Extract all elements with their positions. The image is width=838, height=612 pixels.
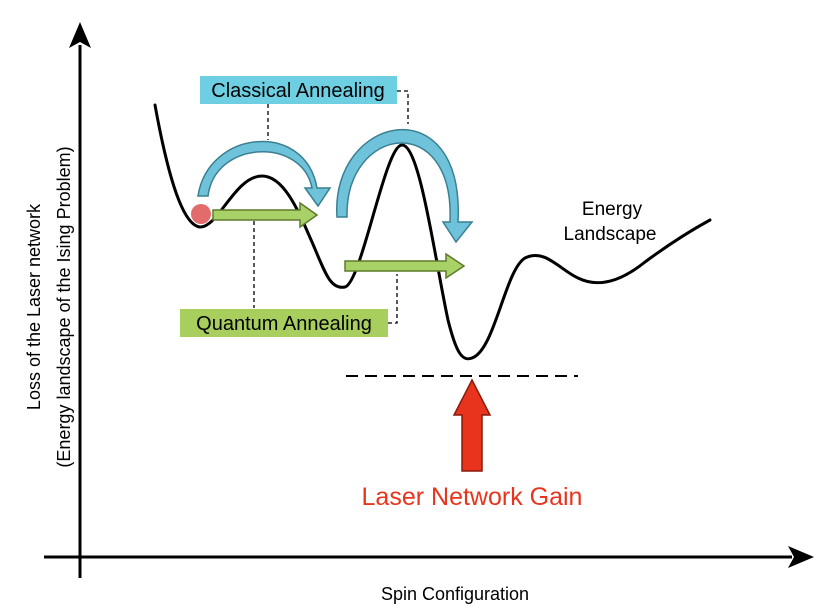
classical-arrow-2-body [336,129,474,244]
y-axis-label-line1: Loss of the Laser network [24,203,44,410]
energy-landscape-label-line2: Landscape [564,224,657,245]
classical-arrow-1-body [197,140,332,208]
spin-state-ball-icon [191,204,211,224]
quantum-arrow-1 [212,201,319,229]
quantum-annealing-box [180,309,388,337]
y-axis-label-line2: (Energy landscape of the Ising Problem) [54,146,74,467]
axes [44,22,814,578]
energy-landscape-label-line1: Energy [582,199,643,220]
quantum-annealing-label: Quantum Annealing [196,313,372,335]
quantum-arrow-2 [344,252,466,280]
quantum-annealing-arrows [212,201,466,280]
energy-landscape-curve [153,103,712,361]
x-axis-label: Spin Configuration [381,584,529,604]
classical-annealing-arrows [197,129,474,244]
laser-network-gain-label: Laser Network Gain [362,483,583,511]
x-axis-arrowhead [788,546,814,568]
classical-annealing-label: Classical Annealing [211,80,384,102]
up-arrow-icon [452,378,492,472]
classical-leader-2 [397,90,409,124]
classical-annealing-box [200,76,397,104]
y-axis-arrowhead [69,22,91,48]
leader-lines [253,90,409,324]
quantum-leader-2 [388,274,398,324]
